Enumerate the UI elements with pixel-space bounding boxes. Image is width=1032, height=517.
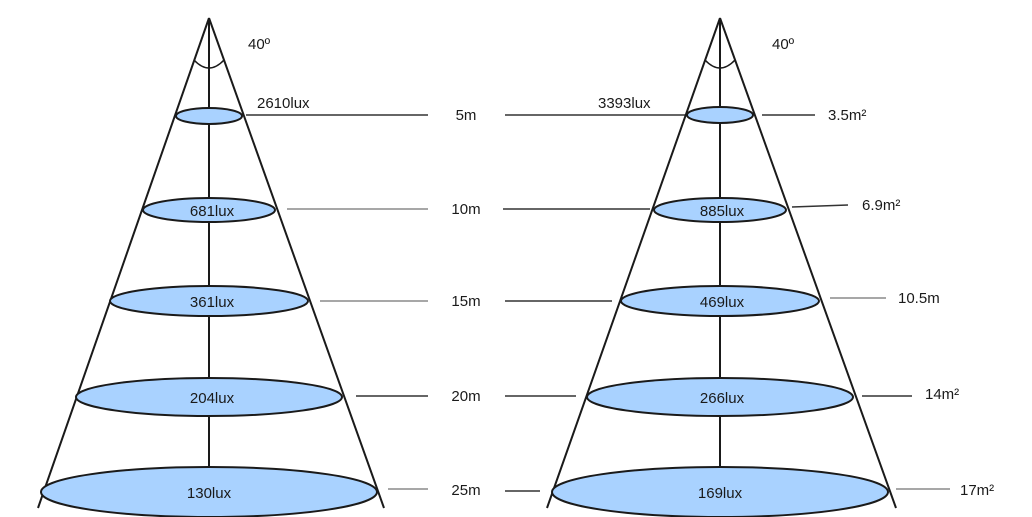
- right-area-leader-10m: [791, 204, 849, 208]
- right-lux-20m: 266lux: [700, 390, 745, 407]
- right-ellipse-20m: [586, 377, 854, 417]
- left-cone-left-edge: [37, 17, 210, 509]
- right-angle-label: 40º: [772, 36, 795, 53]
- right-lux-15m: 469lux: [700, 294, 745, 311]
- left-lux-5m: 2610lux: [257, 95, 310, 112]
- right-area-15m: 10.5m: [898, 290, 940, 307]
- left-angle-arc: [193, 59, 225, 69]
- left-angle-label: 40º: [248, 36, 271, 53]
- left-cone: 40º 2610lux 681lux 361lux 204lux 130lux: [37, 17, 385, 517]
- distance-20m: 20m: [451, 388, 480, 405]
- right-lux-5m: 3393lux: [598, 95, 651, 112]
- left-lux-15m: 361lux: [190, 294, 235, 311]
- distance-5m: 5m: [456, 107, 477, 124]
- distance-10m: 10m: [451, 201, 480, 218]
- right-cone-left-edge: [546, 17, 721, 509]
- left-ellipse-10m: [142, 197, 276, 223]
- left-lux-10m: 681lux: [190, 203, 235, 220]
- right-angle-arc: [704, 59, 736, 69]
- distance-15m: 15m: [451, 293, 480, 310]
- right-area-10m: 6.9m²: [862, 197, 900, 214]
- distance-leaders: 5m 10m 15m 20m 25m: [246, 107, 686, 499]
- right-area-5m: 3.5m²: [828, 107, 866, 124]
- right-ellipse-10m: [653, 197, 787, 223]
- right-area-25m: 17m²: [960, 482, 994, 499]
- right-ellipse-15m: [620, 285, 820, 317]
- distance-25m: 25m: [451, 482, 480, 499]
- left-cone-right-edge: [208, 17, 385, 509]
- left-ellipse-15m: [109, 285, 309, 317]
- right-cone: 40º 3393lux 885lux 469lux 266lux 169lux …: [546, 17, 994, 517]
- right-lux-25m: 169lux: [698, 485, 743, 502]
- right-cone-right-edge: [719, 17, 897, 509]
- left-ellipse-5m: [175, 107, 243, 125]
- left-ellipse-20m: [75, 377, 343, 417]
- right-area-20m: 14m²: [925, 386, 959, 403]
- right-ellipse-5m: [686, 106, 754, 124]
- left-lux-25m: 130lux: [187, 485, 232, 502]
- left-ellipse-25m: [40, 466, 378, 517]
- right-ellipse-25m: [551, 466, 889, 517]
- left-lux-20m: 204lux: [190, 390, 235, 407]
- right-lux-10m: 885lux: [700, 203, 745, 220]
